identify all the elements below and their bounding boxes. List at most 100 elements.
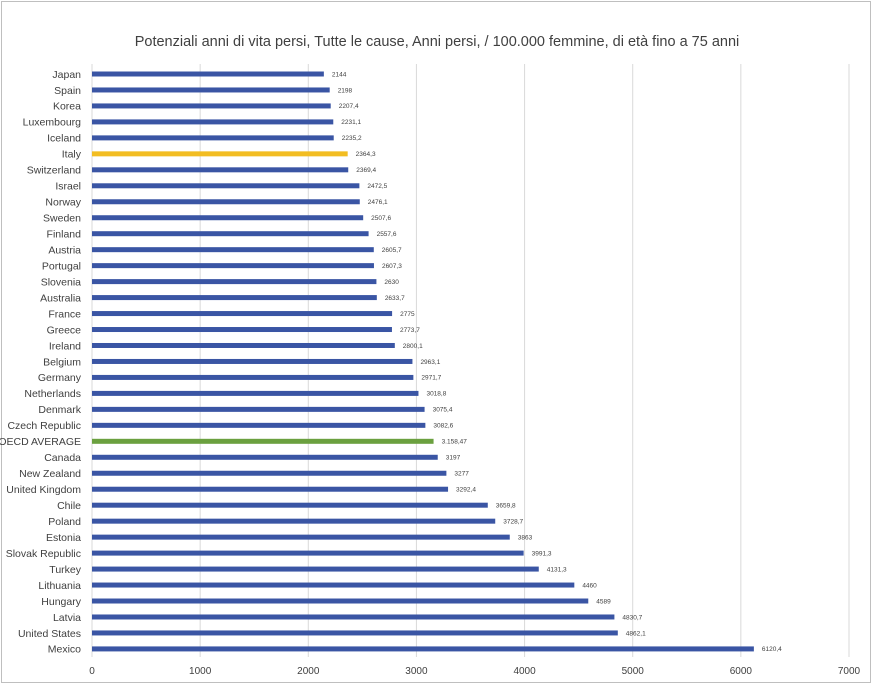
value-label: 2476,1 bbox=[368, 199, 388, 206]
bar bbox=[92, 598, 589, 604]
value-label: 3075,4 bbox=[433, 407, 453, 414]
category-label: Slovenia bbox=[41, 276, 81, 288]
bar bbox=[92, 183, 360, 189]
bar bbox=[92, 231, 369, 237]
category-label: Estonia bbox=[46, 532, 81, 544]
category-label: Israel bbox=[55, 181, 81, 193]
bar bbox=[92, 502, 488, 508]
value-label: 2971,7 bbox=[421, 375, 441, 382]
category-label: Ireland bbox=[49, 340, 81, 352]
bar bbox=[92, 103, 331, 109]
bar bbox=[92, 550, 524, 556]
x-tick-label: 0 bbox=[89, 666, 95, 677]
category-label: Sweden bbox=[43, 213, 81, 225]
category-label: Italy bbox=[62, 149, 82, 161]
value-label: 6120,4 bbox=[762, 646, 782, 653]
category-label: France bbox=[48, 308, 81, 320]
category-label: Switzerland bbox=[27, 165, 81, 177]
bar bbox=[92, 151, 348, 157]
category-label: OECD AVERAGE bbox=[0, 436, 81, 448]
bar bbox=[92, 518, 496, 524]
bar bbox=[92, 167, 349, 173]
value-label: 3.158,47 bbox=[442, 439, 468, 446]
value-label: 4460 bbox=[582, 582, 597, 589]
category-label: Turkey bbox=[49, 564, 81, 576]
value-label: 2605,7 bbox=[382, 247, 402, 254]
category-label: Korea bbox=[53, 101, 81, 113]
category-label: Greece bbox=[47, 324, 82, 336]
value-label: 3082,6 bbox=[433, 423, 453, 430]
value-label: 3991,3 bbox=[532, 550, 552, 557]
bar bbox=[92, 263, 374, 269]
value-label: 4830,7 bbox=[622, 614, 642, 621]
category-label: Spain bbox=[54, 85, 81, 97]
value-label: 3863 bbox=[518, 534, 533, 541]
x-tick-label: 6000 bbox=[730, 666, 753, 677]
bar bbox=[92, 406, 425, 412]
bar bbox=[92, 630, 618, 636]
category-label: Iceland bbox=[47, 133, 81, 145]
category-label: Netherlands bbox=[24, 388, 81, 400]
category-label: Denmark bbox=[38, 404, 81, 416]
bar bbox=[92, 422, 426, 428]
bar bbox=[92, 215, 364, 221]
bar bbox=[92, 87, 330, 93]
bar bbox=[92, 279, 377, 285]
bar bbox=[92, 454, 438, 460]
bar bbox=[92, 534, 510, 540]
value-label: 3277 bbox=[454, 471, 469, 478]
bar bbox=[92, 135, 334, 141]
value-label: 2198 bbox=[338, 87, 353, 94]
value-label: 2207,4 bbox=[339, 103, 359, 110]
bar bbox=[92, 566, 539, 572]
bar bbox=[92, 614, 615, 620]
bar bbox=[92, 342, 395, 348]
bar bbox=[92, 71, 324, 77]
value-label: 2630 bbox=[384, 279, 399, 286]
x-tick-label: 5000 bbox=[622, 666, 645, 677]
value-label: 2507,6 bbox=[371, 215, 391, 222]
bar bbox=[92, 582, 575, 588]
value-label: 2231,1 bbox=[341, 119, 361, 126]
x-tick-label: 4000 bbox=[513, 666, 536, 677]
category-label: Hungary bbox=[41, 596, 81, 608]
bar bbox=[92, 327, 392, 333]
bar bbox=[92, 646, 754, 652]
bar bbox=[92, 311, 393, 317]
value-label: 2800,1 bbox=[403, 343, 423, 350]
value-label: 3659,8 bbox=[496, 502, 516, 509]
x-tick-label: 1000 bbox=[189, 666, 212, 677]
category-label: Czech Republic bbox=[7, 420, 81, 432]
bar bbox=[92, 486, 449, 492]
bar bbox=[92, 247, 374, 253]
value-label: 2633,7 bbox=[385, 295, 405, 302]
value-label: 3018,8 bbox=[426, 391, 446, 398]
bar bbox=[92, 119, 334, 125]
category-label: Portugal bbox=[42, 260, 81, 272]
category-label: Mexico bbox=[48, 644, 81, 656]
value-label: 2364,3 bbox=[356, 151, 376, 158]
category-label: Norway bbox=[45, 197, 81, 209]
value-label: 2773,7 bbox=[400, 327, 420, 334]
value-label: 2775 bbox=[400, 311, 415, 318]
bar bbox=[92, 374, 414, 380]
value-label: 4589 bbox=[596, 598, 611, 605]
x-tick-label: 3000 bbox=[405, 666, 428, 677]
value-label: 2607,3 bbox=[382, 263, 402, 270]
category-label: Lithuania bbox=[38, 580, 81, 592]
category-label: United Kingdom bbox=[6, 484, 81, 496]
value-label: 2235,2 bbox=[342, 135, 362, 142]
x-tick-label: 7000 bbox=[838, 666, 861, 677]
bar bbox=[92, 199, 360, 205]
value-label: 2963,1 bbox=[420, 359, 440, 366]
value-label: 3197 bbox=[446, 455, 461, 462]
value-label: 2557,6 bbox=[377, 231, 397, 238]
value-label: 2369,4 bbox=[356, 167, 376, 174]
category-label: Germany bbox=[38, 372, 82, 384]
category-label: Slovak Republic bbox=[6, 548, 81, 560]
value-label: 3292,4 bbox=[456, 487, 476, 494]
category-label: Austria bbox=[48, 244, 81, 256]
value-label: 2144 bbox=[332, 71, 347, 78]
category-label: Luxembourg bbox=[23, 117, 82, 129]
